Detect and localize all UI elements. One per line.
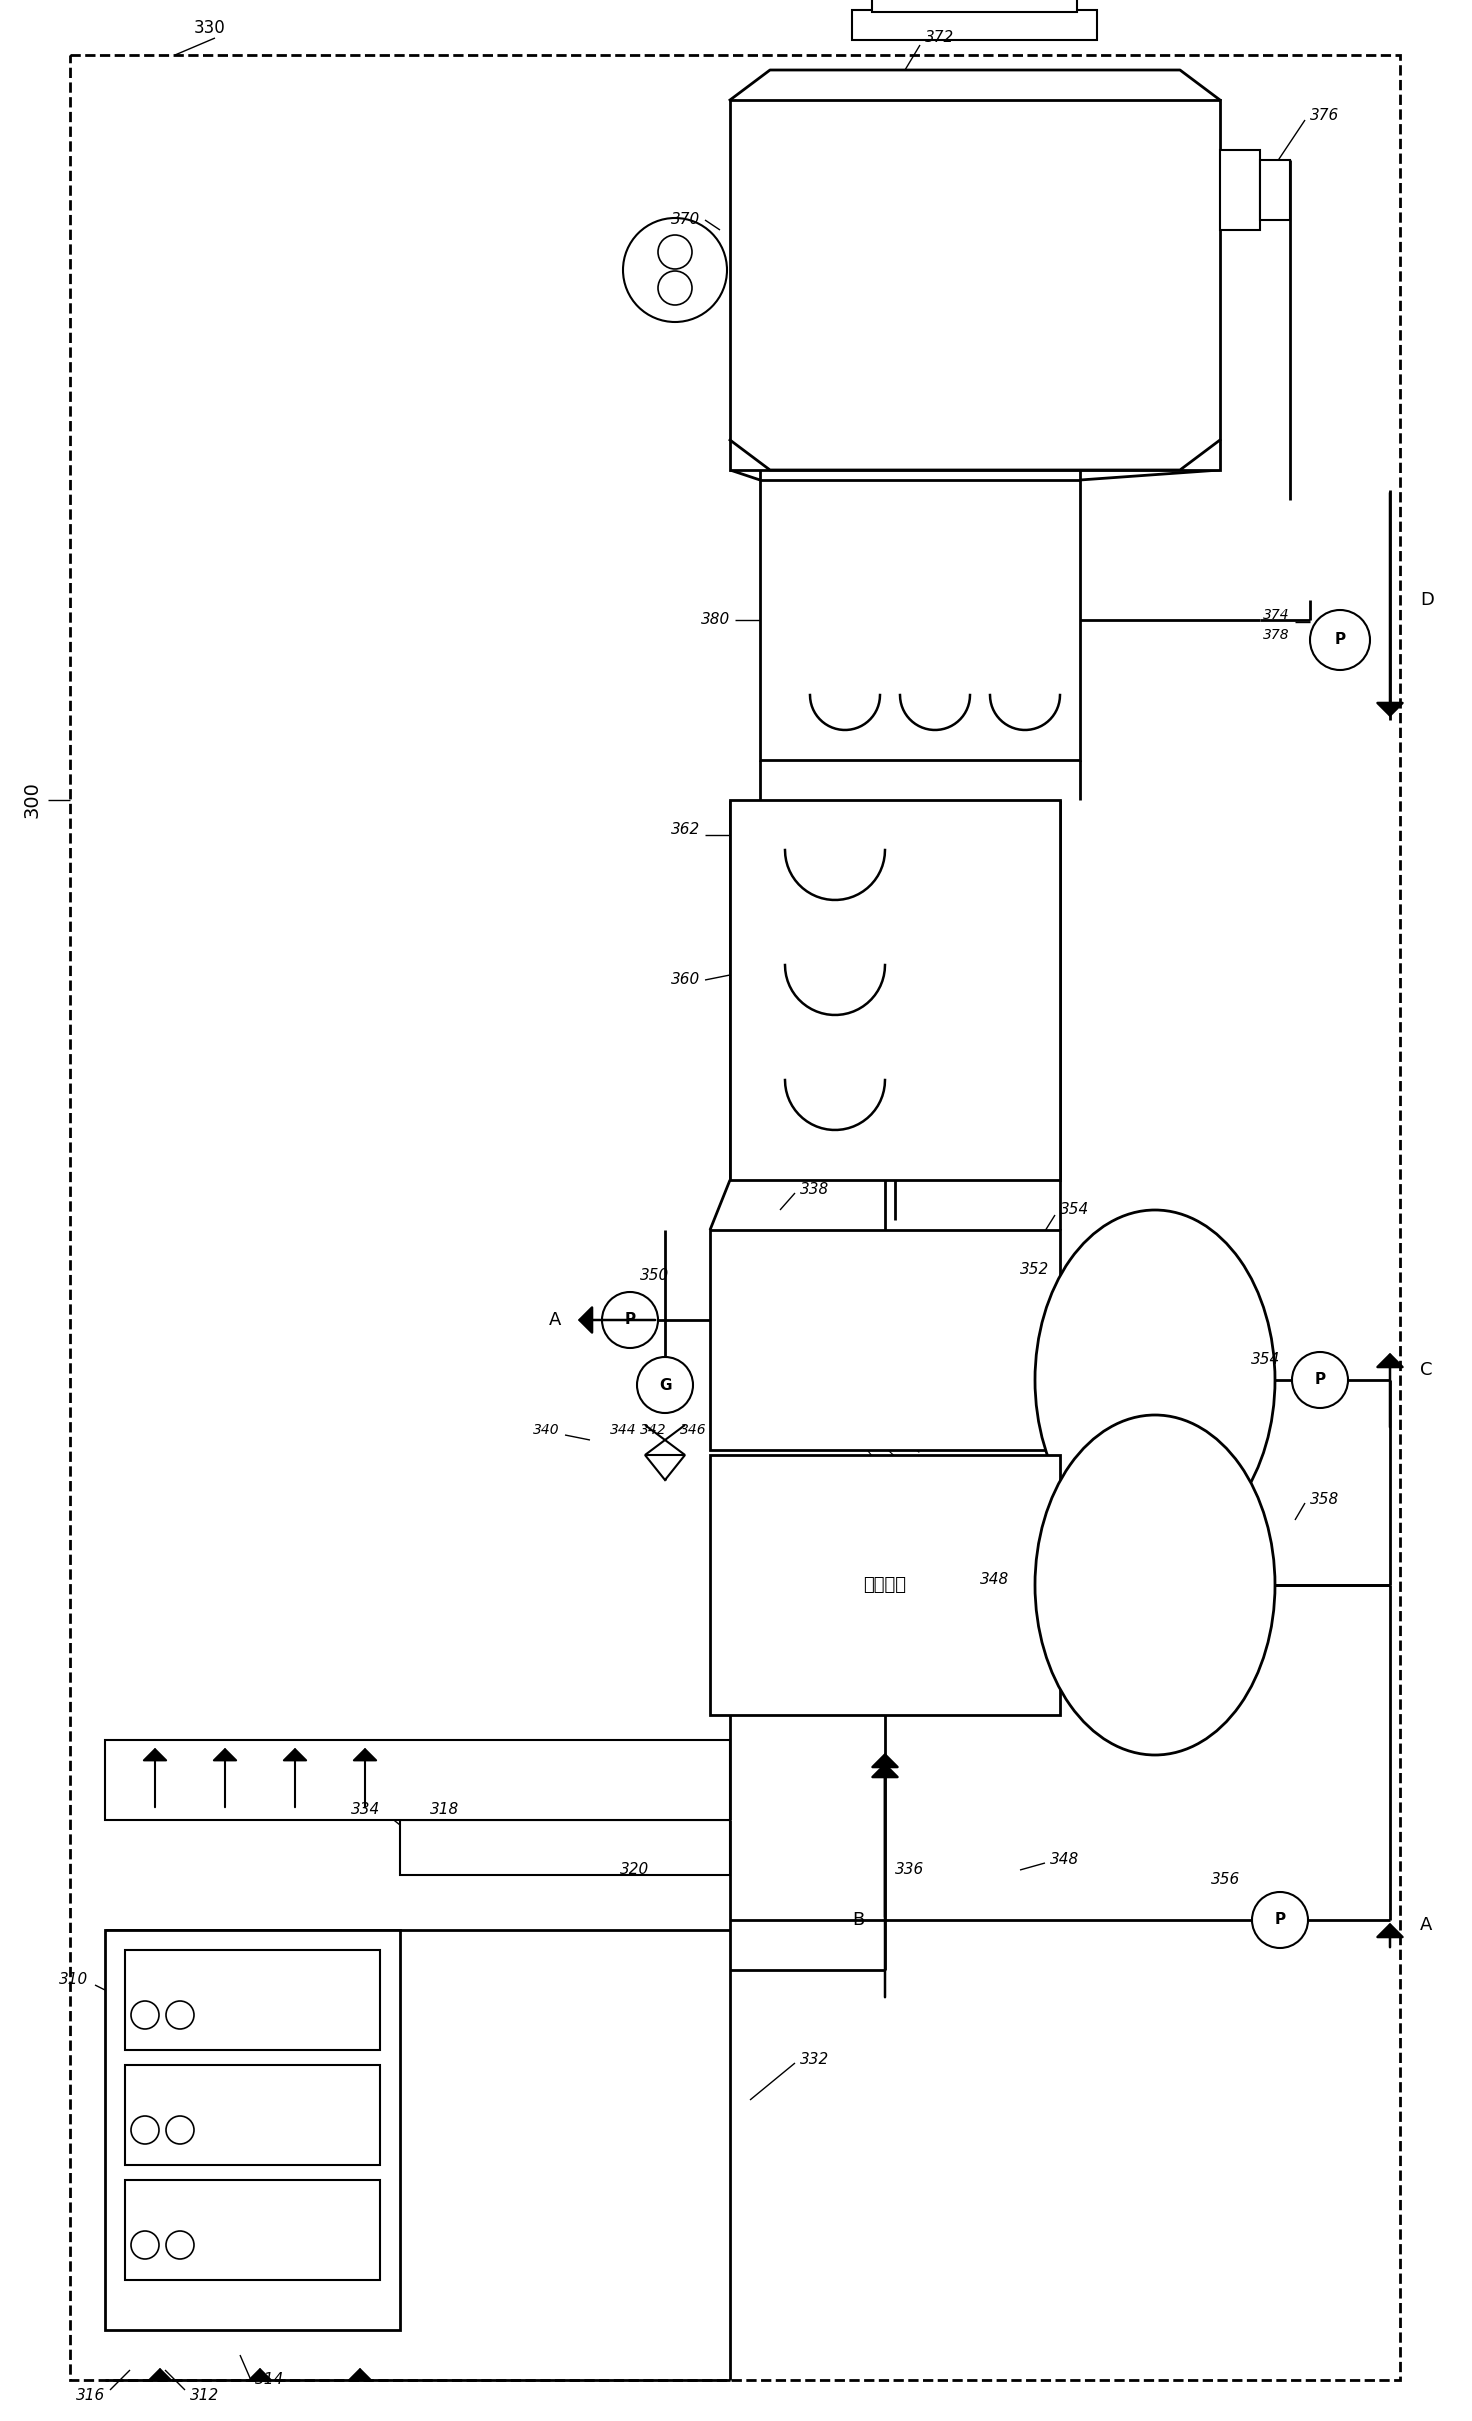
Polygon shape (645, 1455, 684, 1479)
Text: P: P (1275, 1913, 1285, 1927)
Bar (125, 1949, 380, 2051)
Text: C: C (1420, 1361, 1432, 1380)
Bar (105, 1741, 730, 1821)
Text: 352: 352 (1020, 1261, 1050, 1278)
Text: 320: 320 (620, 1862, 649, 1879)
Bar (1220, 150, 1260, 230)
Text: 350: 350 (640, 1269, 670, 1283)
Circle shape (166, 2002, 194, 2029)
Text: 346: 346 (680, 1424, 707, 1438)
Text: 374: 374 (1263, 608, 1289, 622)
Text: 360: 360 (671, 973, 701, 988)
Text: A: A (549, 1312, 561, 1329)
Text: 340: 340 (533, 1424, 559, 1438)
Text: 356: 356 (1211, 1871, 1239, 1888)
Bar (400, 1821, 730, 1874)
Circle shape (1292, 1351, 1348, 1409)
Bar (105, 1930, 400, 2329)
Text: 376: 376 (1310, 107, 1340, 123)
Text: 344: 344 (609, 1424, 636, 1438)
Text: 336: 336 (895, 1862, 924, 1879)
Text: 338: 338 (799, 1181, 829, 1198)
Text: P: P (624, 1312, 636, 1327)
Ellipse shape (1035, 1414, 1275, 1755)
Text: 370: 370 (671, 213, 701, 228)
Text: 358: 358 (1310, 1491, 1340, 1508)
Bar (1260, 160, 1289, 220)
Text: 330: 330 (194, 19, 225, 36)
Circle shape (1310, 610, 1370, 671)
Text: 332: 332 (799, 2053, 829, 2068)
Text: D: D (1420, 591, 1434, 610)
Bar (871, 0, 1078, 12)
Bar (730, 799, 1060, 1179)
Text: 342: 342 (640, 1424, 667, 1438)
Circle shape (166, 2116, 194, 2145)
Text: G: G (659, 1378, 671, 1392)
Circle shape (658, 271, 692, 305)
Text: 310: 310 (59, 1973, 88, 1988)
Text: 354: 354 (1060, 1203, 1089, 1218)
Text: 372: 372 (924, 31, 954, 46)
Text: 334: 334 (350, 1804, 380, 1818)
Circle shape (1253, 1891, 1309, 1949)
Text: 380: 380 (701, 613, 730, 627)
Text: 300: 300 (22, 782, 41, 818)
Circle shape (637, 1358, 693, 1414)
Text: 314: 314 (255, 2373, 284, 2387)
Text: 316: 316 (75, 2387, 105, 2402)
Bar (125, 2065, 380, 2164)
Circle shape (131, 2116, 159, 2145)
Circle shape (658, 235, 692, 269)
Text: 348: 348 (980, 1574, 1010, 1588)
Circle shape (131, 2232, 159, 2259)
Text: B: B (852, 1910, 866, 1930)
Text: A: A (1420, 1915, 1432, 1934)
Text: 312: 312 (190, 2387, 219, 2402)
Text: 378: 378 (1263, 627, 1289, 642)
Circle shape (131, 2002, 159, 2029)
Circle shape (166, 2232, 194, 2259)
Bar (710, 1230, 1060, 1450)
Ellipse shape (1035, 1210, 1275, 1549)
Text: P: P (1314, 1373, 1326, 1387)
Text: 362: 362 (671, 823, 701, 838)
Circle shape (623, 218, 727, 322)
Bar (710, 1455, 1060, 1714)
Bar (730, 99, 1220, 470)
Bar (125, 2179, 380, 2281)
Bar (760, 479, 1080, 760)
Text: 318: 318 (430, 1804, 459, 1818)
Text: 348: 348 (1050, 1852, 1079, 1867)
Bar (852, 10, 1097, 41)
Text: P: P (1335, 632, 1345, 646)
Circle shape (602, 1293, 658, 1348)
Text: 354: 354 (1251, 1353, 1281, 1368)
Text: 水的蒸发: 水的蒸发 (864, 1576, 907, 1593)
